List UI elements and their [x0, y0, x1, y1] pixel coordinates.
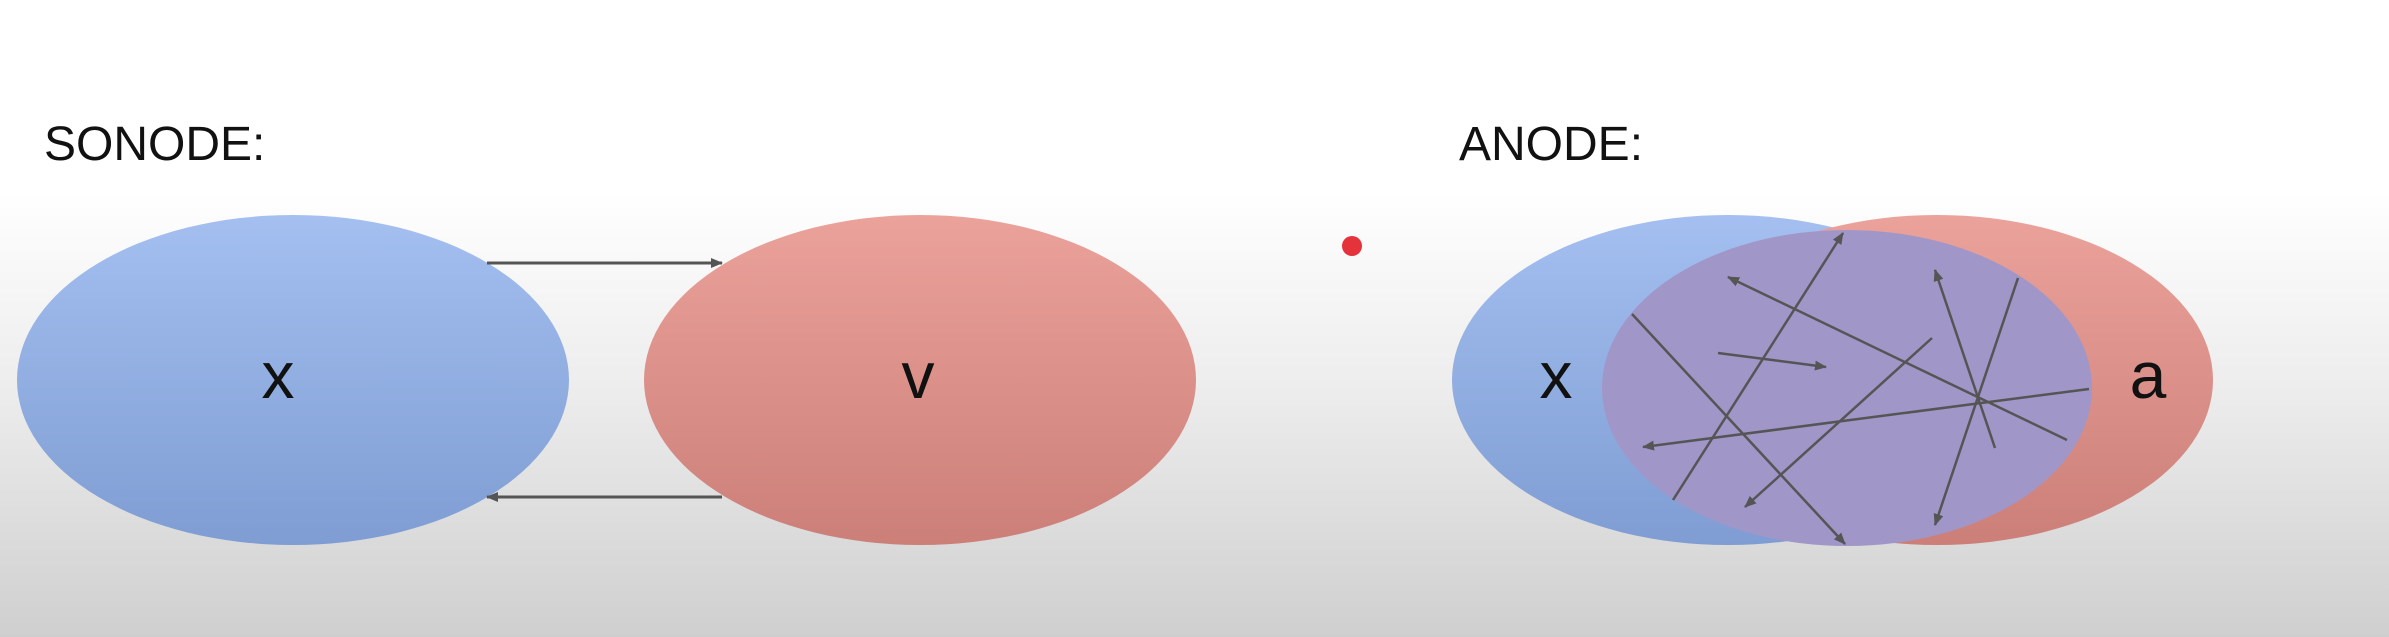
anode-dynamics-arrows — [1631, 232, 2090, 545]
laser-pointer-dot — [1342, 236, 1362, 256]
dynamics-arrow — [1642, 387, 2090, 451]
dynamics-arrow — [1671, 232, 1845, 501]
anode-overlap-region — [1602, 230, 2092, 546]
dynamics-arrow — [1631, 313, 1846, 545]
sonode-x-label: x — [262, 338, 295, 412]
sonode-heading: SONODE: — [44, 118, 265, 171]
anode-heading: ANODE: — [1459, 118, 1643, 171]
sonode-v-label: v — [902, 338, 935, 412]
anode-x-label: x — [1540, 338, 1573, 412]
dynamics-arrow — [1933, 269, 1997, 449]
sonode-x-ellipse — [17, 215, 569, 545]
dynamics-arrow — [1933, 277, 2020, 526]
dynamics-arrow — [1744, 337, 1933, 508]
sonode-v-ellipse — [644, 215, 1196, 545]
dynamics-arrow — [1717, 351, 1827, 371]
dynamics-arrow — [1727, 275, 2068, 442]
anode-a-label: a — [2130, 338, 2167, 412]
